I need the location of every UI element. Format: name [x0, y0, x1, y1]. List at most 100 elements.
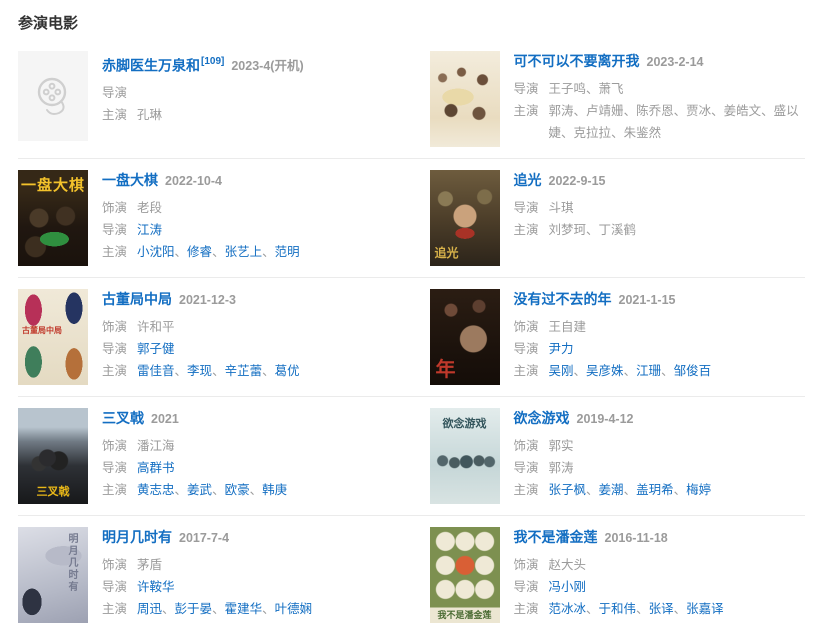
- movie-poster[interactable]: 三叉戟: [18, 408, 88, 504]
- movie-info: 赤脚医生万泉和[109] 2023-4(开机) 导演 主演 孔琳: [102, 51, 392, 147]
- credit-label: 导演: [513, 201, 539, 215]
- credit-line: 饰演 郭实: [514, 435, 806, 457]
- movie-title-link[interactable]: 可不可以不要离开我: [513, 53, 640, 69]
- person-link[interactable]: 于和伟: [598, 602, 637, 616]
- person-link[interactable]: 吴彦姝: [586, 364, 624, 378]
- movie-title-link[interactable]: 三叉戟: [102, 410, 144, 426]
- credit-line: 导演 郭子健: [102, 338, 392, 360]
- person-link[interactable]: 范冰冰: [548, 602, 587, 616]
- person-link[interactable]: 吴刚: [548, 364, 574, 378]
- person-link[interactable]: 雷佳音: [137, 364, 175, 378]
- movie-title-line: 古董局中局 2021-12-3: [102, 290, 392, 310]
- person-link[interactable]: 盖玥希: [636, 483, 674, 497]
- person-link[interactable]: 葛优: [274, 364, 300, 378]
- movie-title-line: 可不可以不要离开我 2023-2-14: [514, 52, 806, 72]
- credit-line: 主演 郭涛、卢靖姗、陈乔恩、贾冰、姜皓文、盛以婕、克拉拉、朱鉴然: [514, 100, 806, 144]
- credit-label: 导演: [102, 342, 128, 356]
- movie-title-link[interactable]: 明月几时有: [102, 529, 172, 545]
- movie-title-link[interactable]: 一盘大棋: [102, 172, 158, 188]
- movie-poster[interactable]: 一盘大棋: [18, 170, 88, 266]
- movie-title-link[interactable]: 赤脚医生万泉和: [102, 57, 200, 74]
- person-link[interactable]: 韩庚: [262, 483, 288, 497]
- person-link[interactable]: 许鞍华: [137, 580, 175, 594]
- person-name: 郭涛: [548, 104, 574, 118]
- movie-entry: 可不可以不要离开我 2023-2-14 导演 王子鸣、萧飞 主演 郭涛、卢靖姗、陈乔恩、…: [411, 40, 806, 159]
- person-link[interactable]: 张艺上: [224, 245, 263, 259]
- person-link[interactable]: 江涛: [137, 223, 163, 237]
- credit-names: 尹力: [549, 338, 805, 360]
- movie-title-link[interactable]: 欲念游戏: [513, 410, 570, 426]
- person-name: 赵大头: [548, 558, 587, 572]
- credit-line: 导演 尹力: [514, 338, 806, 360]
- person-link[interactable]: 辛芷蕾: [224, 364, 263, 378]
- credit-line: 饰演 许和平: [102, 316, 392, 338]
- person-link[interactable]: 欧豪: [224, 483, 250, 497]
- person-name: 刘梦珂: [548, 223, 587, 237]
- credit-line: 主演 孔琳: [102, 104, 392, 126]
- credit-line: 导演 郭涛: [514, 457, 806, 479]
- movie-poster[interactable]: [18, 51, 88, 141]
- person-link[interactable]: 姜潮: [598, 483, 624, 497]
- movie-poster[interactable]: 我不是潘金莲: [429, 527, 500, 623]
- person-link[interactable]: 彭于晏: [174, 602, 213, 616]
- name-separator: 、: [586, 82, 599, 96]
- person-link[interactable]: 江珊: [636, 364, 662, 378]
- poster-title-text: 我不是潘金莲: [437, 610, 492, 620]
- person-link[interactable]: 冯小刚: [548, 580, 587, 594]
- movie-entry: 追光 追光 2022-9-15 导演 斗琪 主演 刘梦珂、丁溪鹤: [411, 159, 806, 278]
- person-name: 许和平: [137, 320, 175, 334]
- person-link[interactable]: 张子枫: [548, 483, 587, 497]
- person-link[interactable]: 姜武: [187, 483, 213, 497]
- movie-poster[interactable]: 古董局中局: [18, 289, 88, 385]
- person-link[interactable]: 范明: [274, 245, 300, 259]
- person-link[interactable]: 霍建华: [224, 602, 263, 616]
- person-link[interactable]: 张译: [648, 602, 674, 616]
- credit-label: 主演: [102, 245, 128, 259]
- movie-poster[interactable]: 追光: [429, 170, 500, 266]
- movie-title-line: 三叉戟 2021: [102, 409, 392, 429]
- credit-names: 许和平: [137, 316, 391, 338]
- credit-names: 冯小刚: [549, 576, 805, 598]
- movie-entry: 年 没有过不去的年 2021-1-15 饰演 王自建 导演 尹力 主演 吴刚、吴彦姝、江珊、…: [411, 278, 806, 397]
- credit-label: 主演: [513, 364, 539, 378]
- person-link[interactable]: 小沈阳: [137, 245, 175, 259]
- person-name: 丁溪鹤: [598, 223, 637, 237]
- person-link[interactable]: 梅婷: [686, 483, 712, 497]
- movie-title-link[interactable]: 追光: [513, 172, 542, 188]
- movie-poster[interactable]: 明月几时有: [18, 527, 88, 623]
- movie-title-link[interactable]: 古董局中局: [102, 291, 172, 307]
- person-link[interactable]: 尹力: [548, 342, 574, 356]
- movie-poster[interactable]: [429, 51, 500, 147]
- name-separator: 、: [636, 602, 649, 616]
- credit-names: 范冰冰、于和伟、张译、张嘉译: [549, 598, 805, 620]
- person-link[interactable]: 周迅: [137, 602, 163, 616]
- person-link[interactable]: 修睿: [187, 245, 213, 259]
- person-link[interactable]: 郭子健: [137, 342, 175, 356]
- movie-credits: 导演 王子鸣、萧飞 主演 郭涛、卢靖姗、陈乔恩、贾冰、姜皓文、盛以婕、克拉拉、朱鉴然: [514, 78, 806, 144]
- person-link[interactable]: 邹俊百: [673, 364, 712, 378]
- credit-line: 饰演 茅盾: [102, 554, 392, 576]
- movie-info: 一盘大棋 2022-10-4 饰演 老段 导演 江涛 主演 小沈阳、修睿、张艺上、范明: [102, 170, 392, 266]
- person-name: 陈乔恩: [636, 104, 674, 118]
- movie-title-link[interactable]: 没有过不去的年: [513, 291, 612, 307]
- credit-line: 导演 斗琪: [514, 197, 806, 219]
- credit-line: 导演 高群书: [102, 457, 392, 479]
- movie-title-link[interactable]: 我不是潘金莲: [513, 529, 598, 545]
- person-link[interactable]: 黄志忠: [137, 483, 175, 497]
- name-separator: 、: [673, 483, 687, 497]
- movie-poster[interactable]: 欲念游戏: [429, 408, 500, 504]
- movie-poster[interactable]: 年: [429, 289, 500, 385]
- person-link[interactable]: 叶德娴: [274, 602, 313, 616]
- credit-label: 导演: [102, 223, 128, 237]
- credit-line: 主演 吴刚、吴彦姝、江珊、邹俊百: [514, 360, 806, 382]
- credit-names: 江涛: [137, 219, 391, 241]
- movie-grid: 赤脚医生万泉和[109] 2023-4(开机) 导演 主演 孔琳 可不可以不要离开我 2…: [18, 40, 805, 634]
- movie-credits: 饰演 王自建 导演 尹力 主演 吴刚、吴彦姝、江珊、邹俊百: [514, 316, 806, 382]
- poster-title-text: 古董局中局: [22, 326, 62, 335]
- reference-link[interactable]: [109]: [201, 56, 225, 67]
- person-link[interactable]: 李现: [187, 364, 213, 378]
- movie-title-line: 欲念游戏 2019-4-12: [514, 409, 806, 429]
- person-link[interactable]: 张嘉译: [686, 602, 724, 616]
- name-separator: 、: [573, 104, 587, 118]
- person-link[interactable]: 高群书: [137, 461, 175, 475]
